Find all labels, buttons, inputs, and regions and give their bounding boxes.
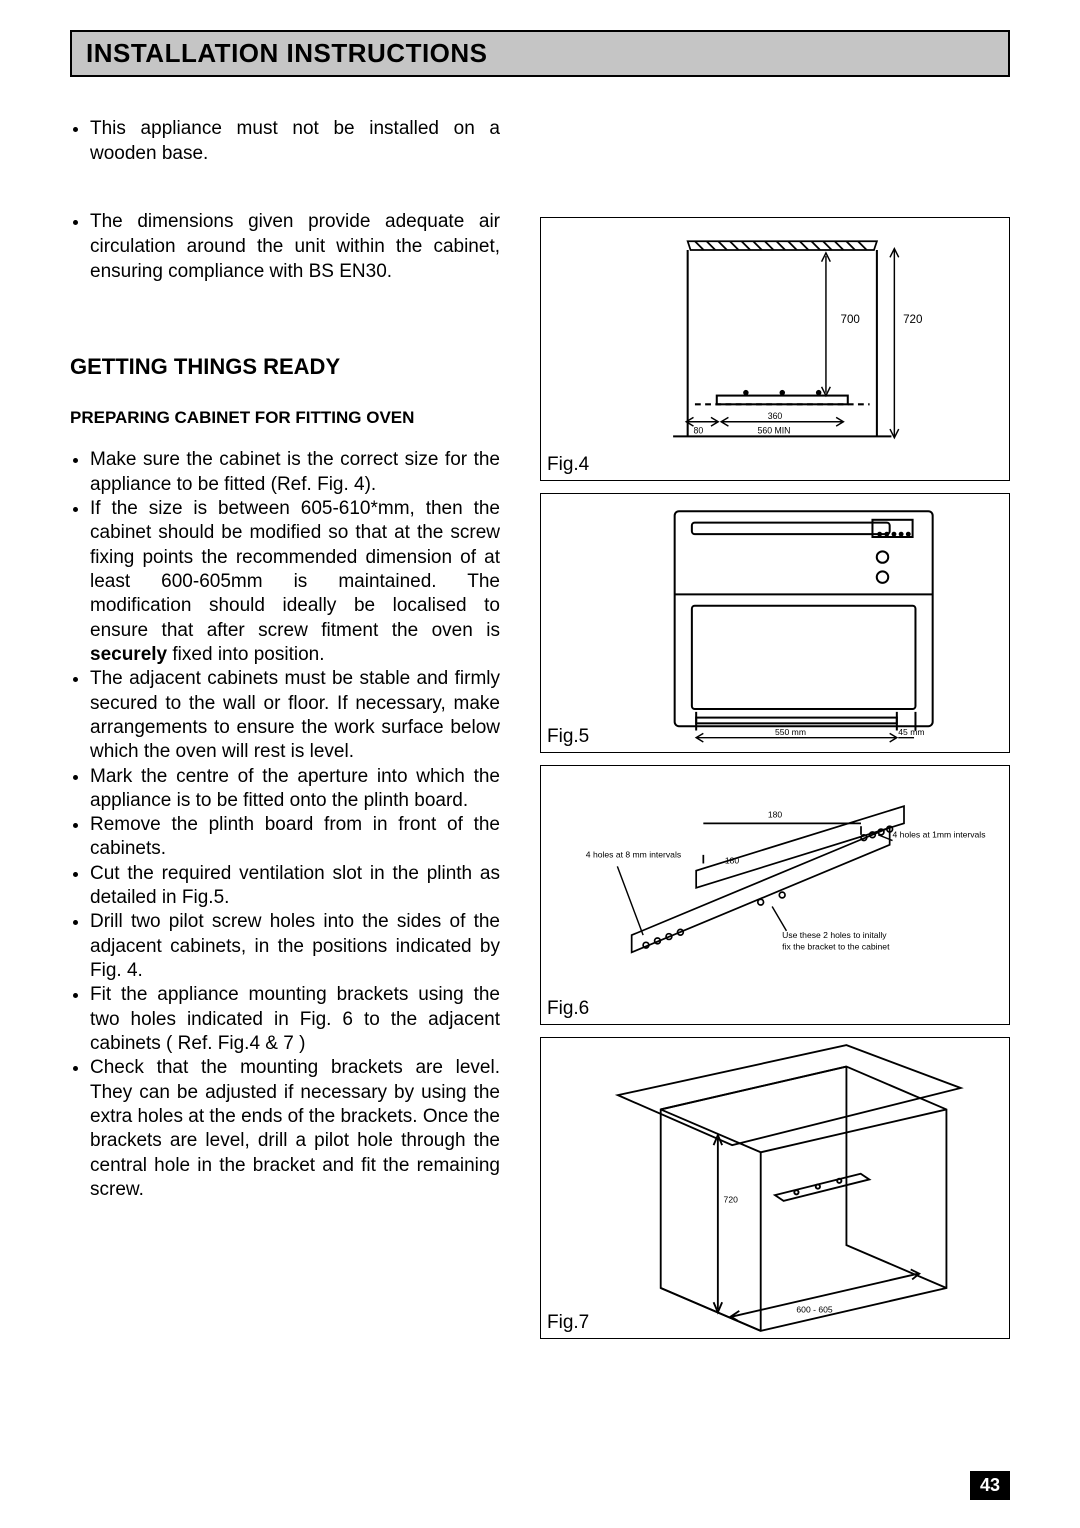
title-bar: INSTALLATION INSTRUCTIONS xyxy=(70,30,1010,77)
page-number: 43 xyxy=(970,1471,1010,1500)
fig6-dim-180b: 180 xyxy=(725,855,740,865)
figure-7-label: Fig.7 xyxy=(547,1312,589,1334)
page-title: INSTALLATION INSTRUCTIONS xyxy=(86,38,994,69)
fig5-dim-45: 45 mm xyxy=(898,727,924,737)
sub-heading: PREPARING CABINET FOR FITTING OVEN xyxy=(70,408,500,428)
body-item: If the size is between 605-610*mm, then … xyxy=(90,497,500,667)
figure-4-svg: 700 720 80 xyxy=(541,218,1009,480)
figure-7-svg: 720 600 - 605 xyxy=(541,1038,1009,1338)
figure-6-svg: 180 180 4 holes at 8 mm intervals 4 hole… xyxy=(541,766,1009,1024)
fig7-dim-600: 600 - 605 xyxy=(796,1304,832,1314)
page-root: INSTALLATION INSTRUCTIONS This appliance… xyxy=(0,0,1080,1371)
intro-item: This appliance must not be installed on … xyxy=(90,117,500,166)
intro-item: The dimensions given provide adequate ai… xyxy=(90,210,500,284)
body-item: Drill two pilot screw holes into the sid… xyxy=(90,910,500,983)
figure-7: 720 600 - 605 Fig.7 xyxy=(540,1037,1010,1339)
fig4-dim-700: 700 xyxy=(841,313,861,326)
body-item: Remove the plinth board from in front of… xyxy=(90,813,500,862)
right-column: 700 720 80 xyxy=(540,117,1010,1351)
fig7-dim-720: 720 xyxy=(724,1194,739,1204)
figure-6: 180 180 4 holes at 8 mm intervals 4 hole… xyxy=(540,765,1010,1025)
fig6-note2: fix the bracket to the cabinet xyxy=(782,941,890,951)
fig5-dim-550: 550 mm xyxy=(775,727,806,737)
body-bullets: Make sure the cabinet is the correct siz… xyxy=(70,448,500,1202)
body-item: Make sure the cabinet is the correct siz… xyxy=(90,448,500,497)
fig4-dim-720: 720 xyxy=(903,313,923,326)
left-column: This appliance must not be installed on … xyxy=(70,117,500,1351)
body-item: The adjacent cabinets must be stable and… xyxy=(90,667,500,764)
body-item: Mark the centre of the aperture into whi… xyxy=(90,765,500,814)
fig4-dim-80: 80 xyxy=(693,425,703,435)
fig6-dim-180a: 180 xyxy=(768,810,783,820)
figure-5: 550 mm 45 mm Fig.5 xyxy=(540,493,1010,753)
figure-6-label: Fig.6 xyxy=(547,998,589,1020)
two-column-layout: This appliance must not be installed on … xyxy=(70,117,1010,1351)
figure-5-svg: 550 mm 45 mm xyxy=(541,494,1009,752)
fig4-dim-min: 560 MIN xyxy=(758,425,791,435)
fig6-label-left: 4 holes at 8 mm intervals xyxy=(586,850,681,860)
figure-4: 700 720 80 xyxy=(540,217,1010,481)
intro-bullets: This appliance must not be installed on … xyxy=(70,117,500,284)
figure-5-label: Fig.5 xyxy=(547,726,589,748)
fig6-note1: Use these 2 holes to initally xyxy=(782,930,887,940)
fig4-dim-360: 360 xyxy=(768,411,783,421)
body-item: Check that the mounting brackets are lev… xyxy=(90,1056,500,1202)
body-item: Fit the appliance mounting brackets usin… xyxy=(90,983,500,1056)
fig6-label-right: 4 holes at 1mm intervals xyxy=(893,830,986,840)
section-heading: GETTING THINGS READY xyxy=(70,354,500,380)
figure-4-label: Fig.4 xyxy=(547,454,589,476)
body-item: Cut the required ventilation slot in the… xyxy=(90,862,500,911)
